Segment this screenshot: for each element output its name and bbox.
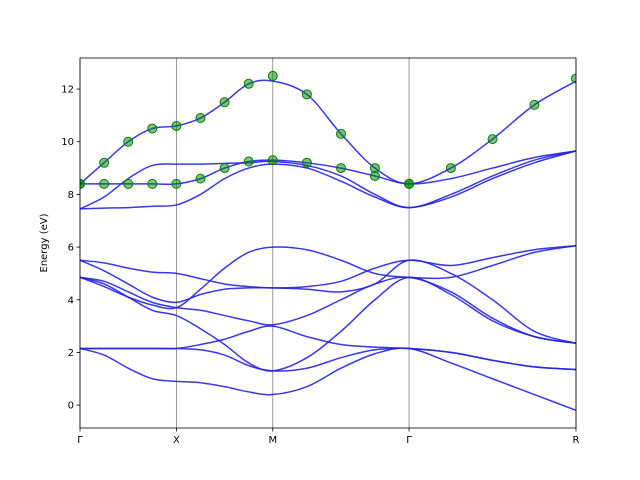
x-tick-label: M [268,435,277,446]
weight-marker [123,136,134,147]
weight-marker [529,99,540,110]
weight-marker [80,178,85,189]
x-tick-label: Γ [77,435,83,446]
weight-marker [404,178,415,189]
data-layer [80,70,576,412]
y-tick-label: 0 [68,401,74,412]
weight-marker [243,78,254,89]
x-tick-label: Γ [406,435,412,446]
y-tick-label: 2 [68,348,74,359]
weight-marker [195,173,206,184]
band-line [80,79,576,185]
weight-marker [147,178,158,189]
weight-marker [171,178,182,189]
weight-marker [147,123,158,134]
weight-marker [219,163,230,174]
y-tick-label: 4 [68,295,74,306]
band-line [80,325,576,371]
weight-marker [195,113,206,124]
weight-marker [267,70,278,81]
x-tick-label: R [573,435,580,446]
y-tick-label: 12 [61,85,74,96]
y-tick-label: 10 [61,137,74,148]
y-axis-label: Energy (eV) [39,213,50,272]
band-line [80,276,576,344]
x-tick-label: X [173,435,180,446]
weight-marker [171,120,182,131]
weight-marker [99,178,110,189]
weight-marker [123,178,134,189]
weight-marker [336,163,347,174]
band-line [80,245,576,289]
y-tick-label: 8 [68,190,74,201]
weight-marker [445,163,456,174]
band-line [80,276,576,372]
plot-area: Γ X M Γ R 0 2 4 6 8 10 12 [61,57,580,446]
weight-marker [336,128,347,139]
weight-marker [369,170,380,181]
axes-frame [79,57,577,429]
band-line [80,245,576,310]
weight-marker [219,97,230,108]
weight-marker [301,89,312,100]
weight-marker [487,134,498,145]
band-line [80,347,576,412]
y-tick-label: 6 [68,243,74,254]
weight-marker [571,73,576,84]
weight-marker [267,155,278,166]
weight-marker [243,156,254,167]
weight-marker [301,157,312,168]
weight-marker [99,157,110,168]
